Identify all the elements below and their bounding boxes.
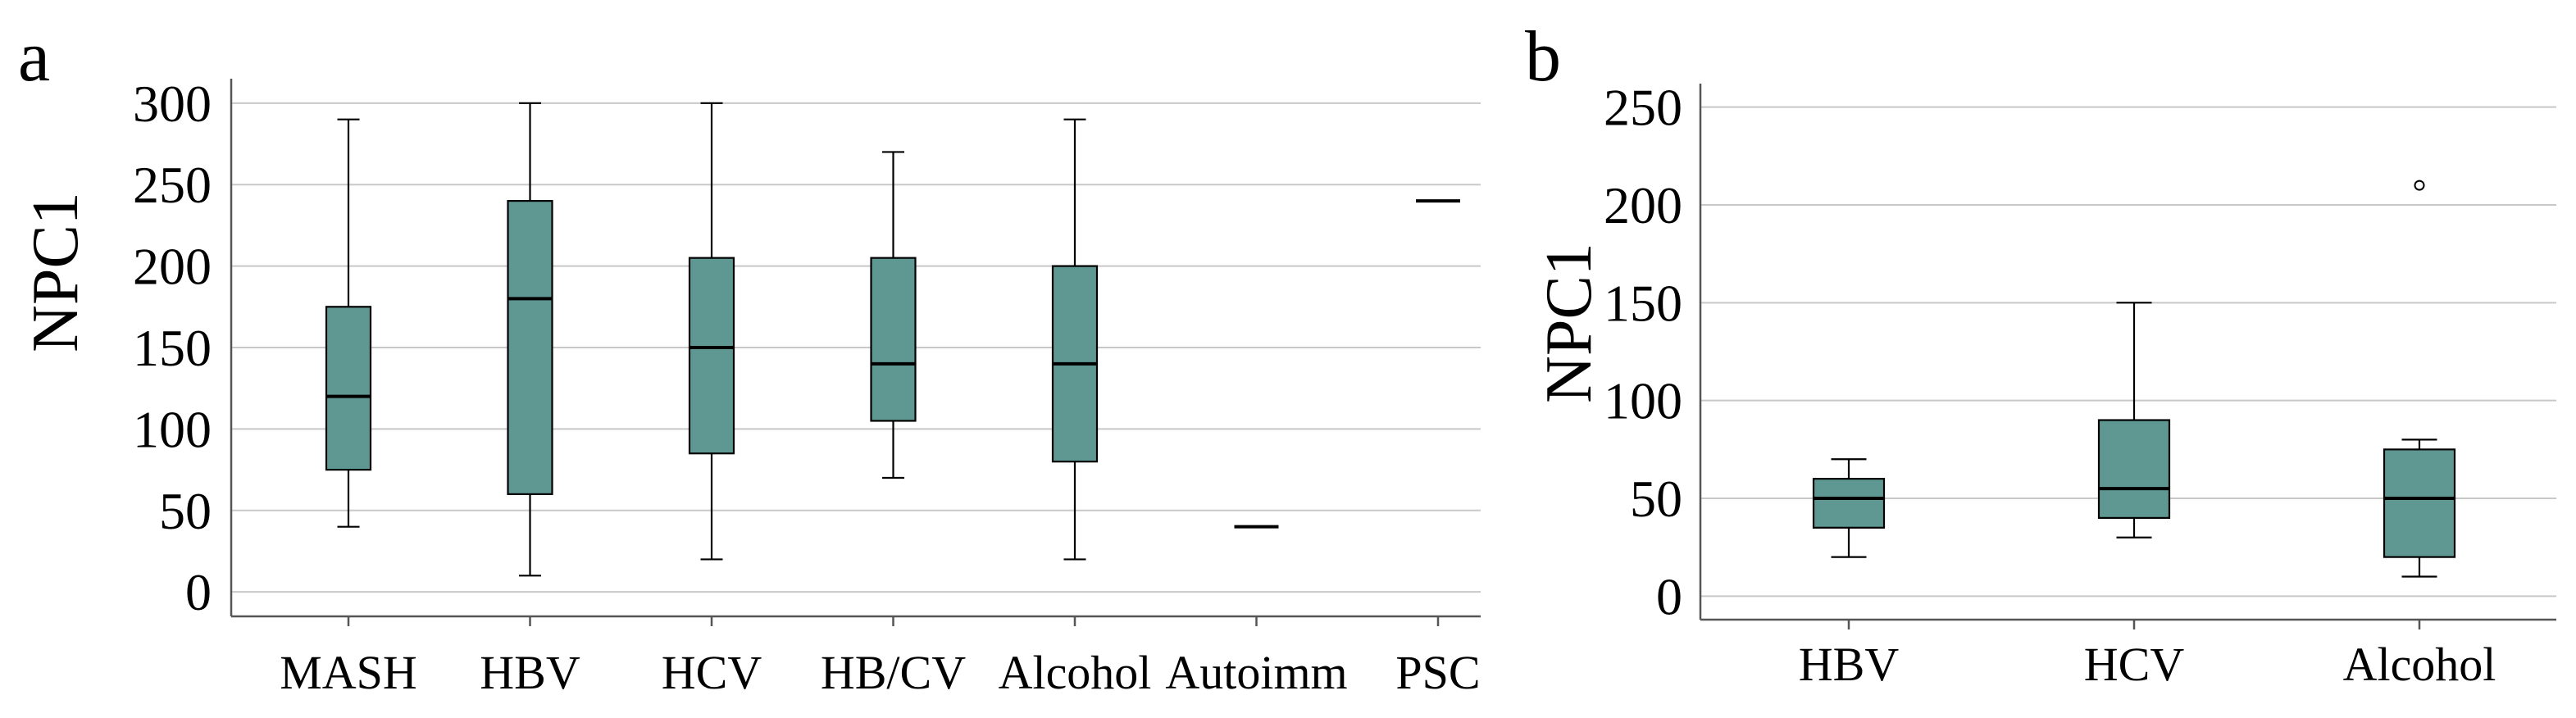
y-tick-label: 50 [1630, 470, 1682, 528]
panel-b-label: b [1525, 17, 1561, 97]
y-tick-label: 200 [133, 238, 212, 296]
iqr-box [1812, 478, 1886, 529]
x-tick-label: HCV [662, 646, 762, 699]
panel-b-ylabel: NPC1 [1533, 243, 1605, 403]
x-tick-label: PSC [1395, 646, 1480, 699]
panel-a-label: a [18, 17, 50, 97]
y-tick-label: 100 [1604, 372, 1682, 430]
x-tick-label: Alcohol [2343, 638, 2496, 691]
x-tick-label: HBV [480, 646, 580, 699]
box-hcv [688, 102, 735, 561]
y-tick-label: 200 [1604, 176, 1682, 234]
y-tick-label: 250 [133, 156, 212, 214]
y-tick-label: 100 [133, 400, 212, 458]
x-tick-label: HB/CV [821, 646, 966, 699]
iqr-box [2383, 448, 2456, 558]
box-hbv [1812, 458, 1886, 558]
box-alcohol [2383, 439, 2456, 578]
panel-a: a NPC1 0 50 100 150 200 250 300 MASH HBV HCV HB/CV… [18, 17, 1481, 699]
box-hb-cv [870, 151, 917, 479]
iqr-box [325, 306, 372, 471]
panel-b: b NPC1 0 50 100 150 200 250 HBV HCV Alcohol [1525, 17, 2556, 691]
panel-a-ylabel: NPC1 [20, 192, 92, 352]
y-tick-label: 150 [1604, 274, 1682, 332]
iqr-box [507, 199, 553, 496]
y-tick-label: 150 [133, 319, 212, 377]
box-alcohol [1051, 118, 1099, 561]
y-tick-label: 50 [159, 482, 212, 540]
x-tick-label: MASH [280, 646, 417, 699]
iqr-box [688, 257, 735, 455]
box-hbv [507, 102, 553, 577]
y-tick-label: 0 [1656, 567, 1682, 625]
box-mash [325, 118, 372, 528]
iqr-box [2097, 419, 2171, 519]
x-tick-label: HBV [1799, 638, 1900, 691]
y-tick-label: 300 [133, 75, 212, 133]
y-tick-label: 0 [185, 563, 212, 621]
iqr-box [870, 257, 917, 422]
box-hcv [2097, 302, 2171, 538]
x-tick-label: HCV [2084, 638, 2185, 691]
x-tick-label: Alcohol [999, 646, 1152, 699]
outlier-point [2414, 180, 2425, 191]
y-tick-label: 250 [1604, 79, 1682, 137]
x-tick-label: Autoimm [1165, 646, 1347, 699]
